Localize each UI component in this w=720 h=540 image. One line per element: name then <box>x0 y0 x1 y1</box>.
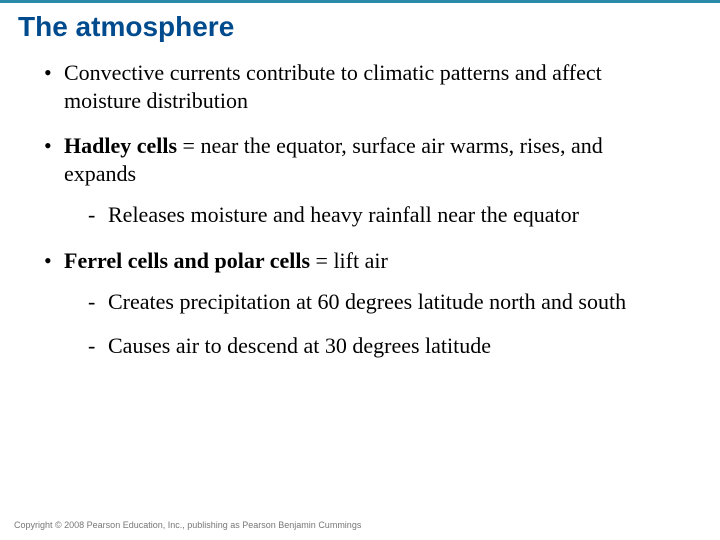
sub-bullet-item: Releases moisture and heavy rainfall nea… <box>80 201 680 229</box>
bullet-item: Convective currents contribute to climat… <box>40 59 680 114</box>
slide-title: The atmosphere <box>0 3 720 43</box>
copyright-footer: Copyright © 2008 Pearson Education, Inc.… <box>14 520 361 530</box>
bullet-item: Hadley cells = near the equator, surface… <box>40 132 680 229</box>
bullet-list: Convective currents contribute to climat… <box>40 59 680 359</box>
sub-bullet-list: Releases moisture and heavy rainfall nea… <box>64 201 680 229</box>
bullet-item: Ferrel cells and polar cells = lift air … <box>40 247 680 360</box>
sub-bullet-text: Releases moisture and heavy rainfall nea… <box>108 202 579 227</box>
sub-bullet-text: Creates precipitation at 60 degrees lati… <box>108 289 626 314</box>
slide: The atmosphere Convective currents contr… <box>0 0 720 540</box>
bullet-bold: Ferrel cells and polar cells <box>64 248 310 273</box>
bullet-bold: Hadley cells <box>64 133 177 158</box>
sub-bullet-text: Causes air to descend at 30 degrees lati… <box>108 333 491 358</box>
slide-body: Convective currents contribute to climat… <box>0 43 720 359</box>
bullet-text: Convective currents contribute to climat… <box>64 60 602 113</box>
sub-bullet-list: Creates precipitation at 60 degrees lati… <box>64 288 680 359</box>
sub-bullet-item: Causes air to descend at 30 degrees lati… <box>80 332 680 360</box>
bullet-text: = lift air <box>310 248 388 273</box>
sub-bullet-item: Creates precipitation at 60 degrees lati… <box>80 288 680 316</box>
